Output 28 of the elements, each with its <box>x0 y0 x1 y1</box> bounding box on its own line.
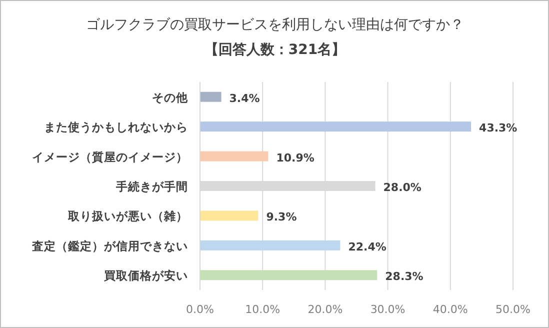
x-tick-label: 0.0% <box>186 303 214 316</box>
chart-subtitle: 【回答人数：321名】 <box>204 42 346 58</box>
data-label: 10.9% <box>276 151 314 164</box>
y-tick-label: 査定（鑑定）が信用できない <box>31 238 188 253</box>
bar <box>200 210 258 221</box>
y-tick-label: また使うかもしれないから <box>44 120 188 134</box>
data-label: 43.3% <box>479 122 518 135</box>
y-tick-label: 手続きが手間 <box>115 180 188 194</box>
bar <box>200 92 222 102</box>
data-label: 28.3% <box>385 270 424 284</box>
x-tick-label: 30.0% <box>370 303 406 316</box>
data-label: 9.3% <box>266 210 297 224</box>
bar <box>200 240 340 250</box>
x-tick-label: 10.0% <box>245 303 280 316</box>
data-label: 28.0% <box>383 181 422 194</box>
x-tick-label: 50.0% <box>496 303 530 316</box>
x-tick-label: 40.0% <box>432 303 468 316</box>
y-tick-label: 買取価格が安い <box>103 268 188 283</box>
bar <box>200 151 268 162</box>
data-label: 22.4% <box>348 240 386 254</box>
bar <box>200 122 472 132</box>
bar <box>200 270 378 280</box>
y-tick-label: 取り扱いが悪い（雑） <box>67 209 188 224</box>
x-tick-label: 20.0% <box>308 303 343 316</box>
y-tick-label: その他 <box>152 90 189 104</box>
y-tick-label: イメージ（質屋のイメージ） <box>32 150 188 164</box>
chart-title: ゴルフクラブの買取サービスを利用しない理由は何ですか？ <box>86 17 464 33</box>
data-label: 3.4% <box>229 92 260 105</box>
